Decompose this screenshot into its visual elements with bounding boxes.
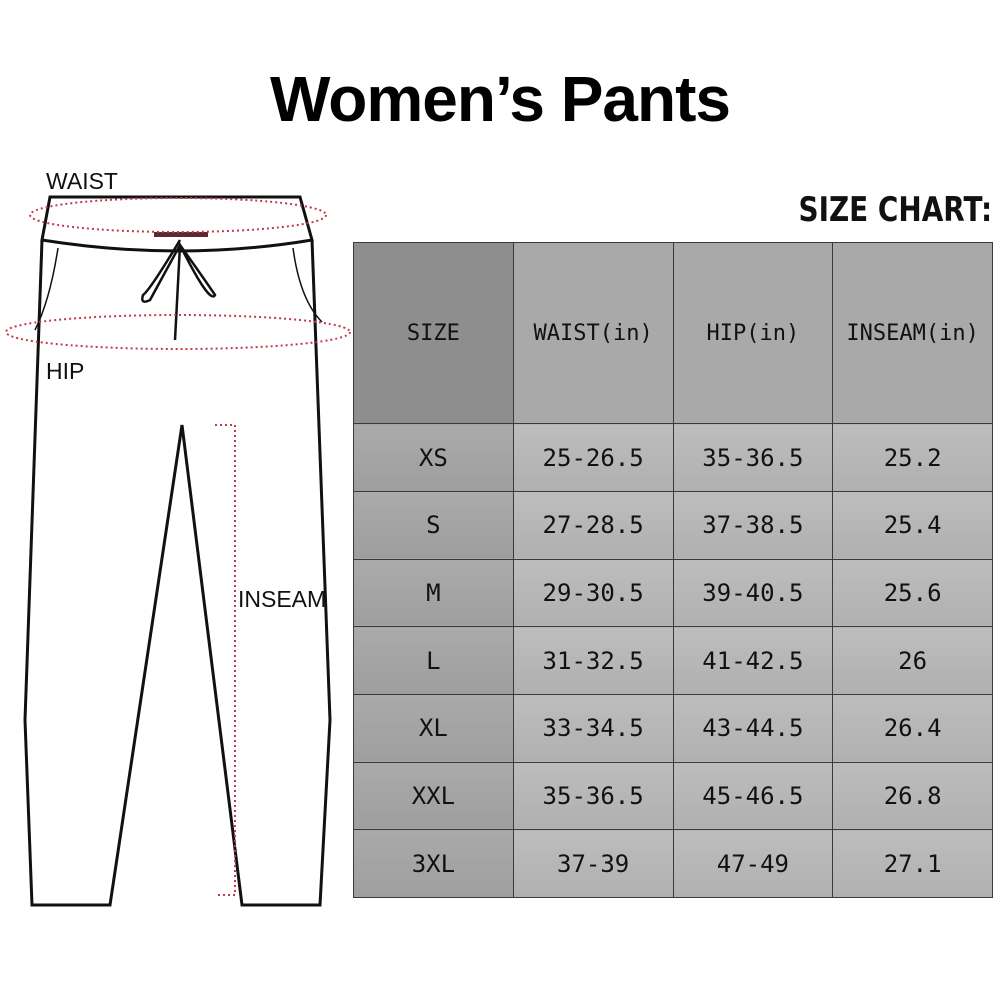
size-cell: 3XL	[353, 829, 514, 898]
table-row: S 27-28.5 37-38.5 25.4	[353, 490, 993, 560]
inseam-cell: 25.2	[832, 423, 993, 492]
hip-cell: 37-38.5	[672, 490, 834, 560]
hip-cell: 41-42.5	[672, 626, 834, 695]
hip-cell: 39-40.5	[672, 558, 834, 628]
waist-cell: 25-26.5	[512, 423, 674, 492]
hip-cell: 47-49	[672, 829, 834, 898]
size-cell: S	[353, 490, 514, 560]
header-inseam: INSEAM(in)	[832, 241, 993, 425]
waist-cell: 27-28.5	[512, 490, 674, 560]
waist-cell: 33-34.5	[512, 693, 674, 763]
hip-cell: 35-36.5	[672, 423, 834, 492]
inseam-cell: 27.1	[832, 829, 993, 898]
waist-cell: 35-36.5	[512, 761, 674, 831]
size-table: SIZE WAIST(in) HIP(in) INSEAM(in) XS 25-2…	[353, 241, 993, 898]
inseam-label: INSEAM	[238, 586, 327, 612]
table-row: XXL 35-36.5 45-46.5 26.8	[353, 761, 993, 831]
header-size: SIZE	[353, 241, 514, 425]
waist-label: WAIST	[46, 168, 118, 194]
inseam-cell: 26.4	[832, 693, 993, 763]
hip-cell: 45-46.5	[672, 761, 834, 831]
size-cell: XS	[353, 423, 514, 492]
inseam-cell: 26.8	[832, 761, 993, 831]
header-waist: WAIST(in)	[512, 241, 674, 425]
table-row: L 31-32.5 41-42.5 26	[353, 626, 993, 695]
size-cell: L	[353, 626, 514, 695]
table-row: 3XL 37-39 47-49 27.1	[353, 829, 993, 898]
pants-diagram-icon	[5, 195, 351, 907]
waist-cell: 31-32.5	[512, 626, 674, 695]
size-cell: M	[353, 558, 514, 628]
size-chart-label: SIZE CHART:	[798, 190, 992, 230]
inseam-cell: 26	[832, 626, 993, 695]
inseam-cell: 25.6	[832, 558, 993, 628]
page-title: Women’s Pants	[270, 63, 731, 135]
size-cell: XL	[353, 693, 514, 763]
hip-label: HIP	[46, 358, 85, 384]
hip-cell: 43-44.5	[672, 693, 834, 763]
table-row: M 29-30.5 39-40.5 25.6	[353, 558, 993, 628]
inseam-cell: 25.4	[832, 490, 993, 560]
waist-cell: 29-30.5	[512, 558, 674, 628]
header-hip: HIP(in)	[672, 241, 834, 425]
size-cell: XXL	[353, 761, 514, 831]
waist-cell: 37-39	[512, 829, 674, 898]
table-header-row: SIZE WAIST(in) HIP(in) INSEAM(in)	[353, 241, 993, 425]
table-row: XL 33-34.5 43-44.5 26.4	[353, 693, 993, 763]
table-row: XS 25-26.5 35-36.5 25.2	[353, 423, 993, 492]
